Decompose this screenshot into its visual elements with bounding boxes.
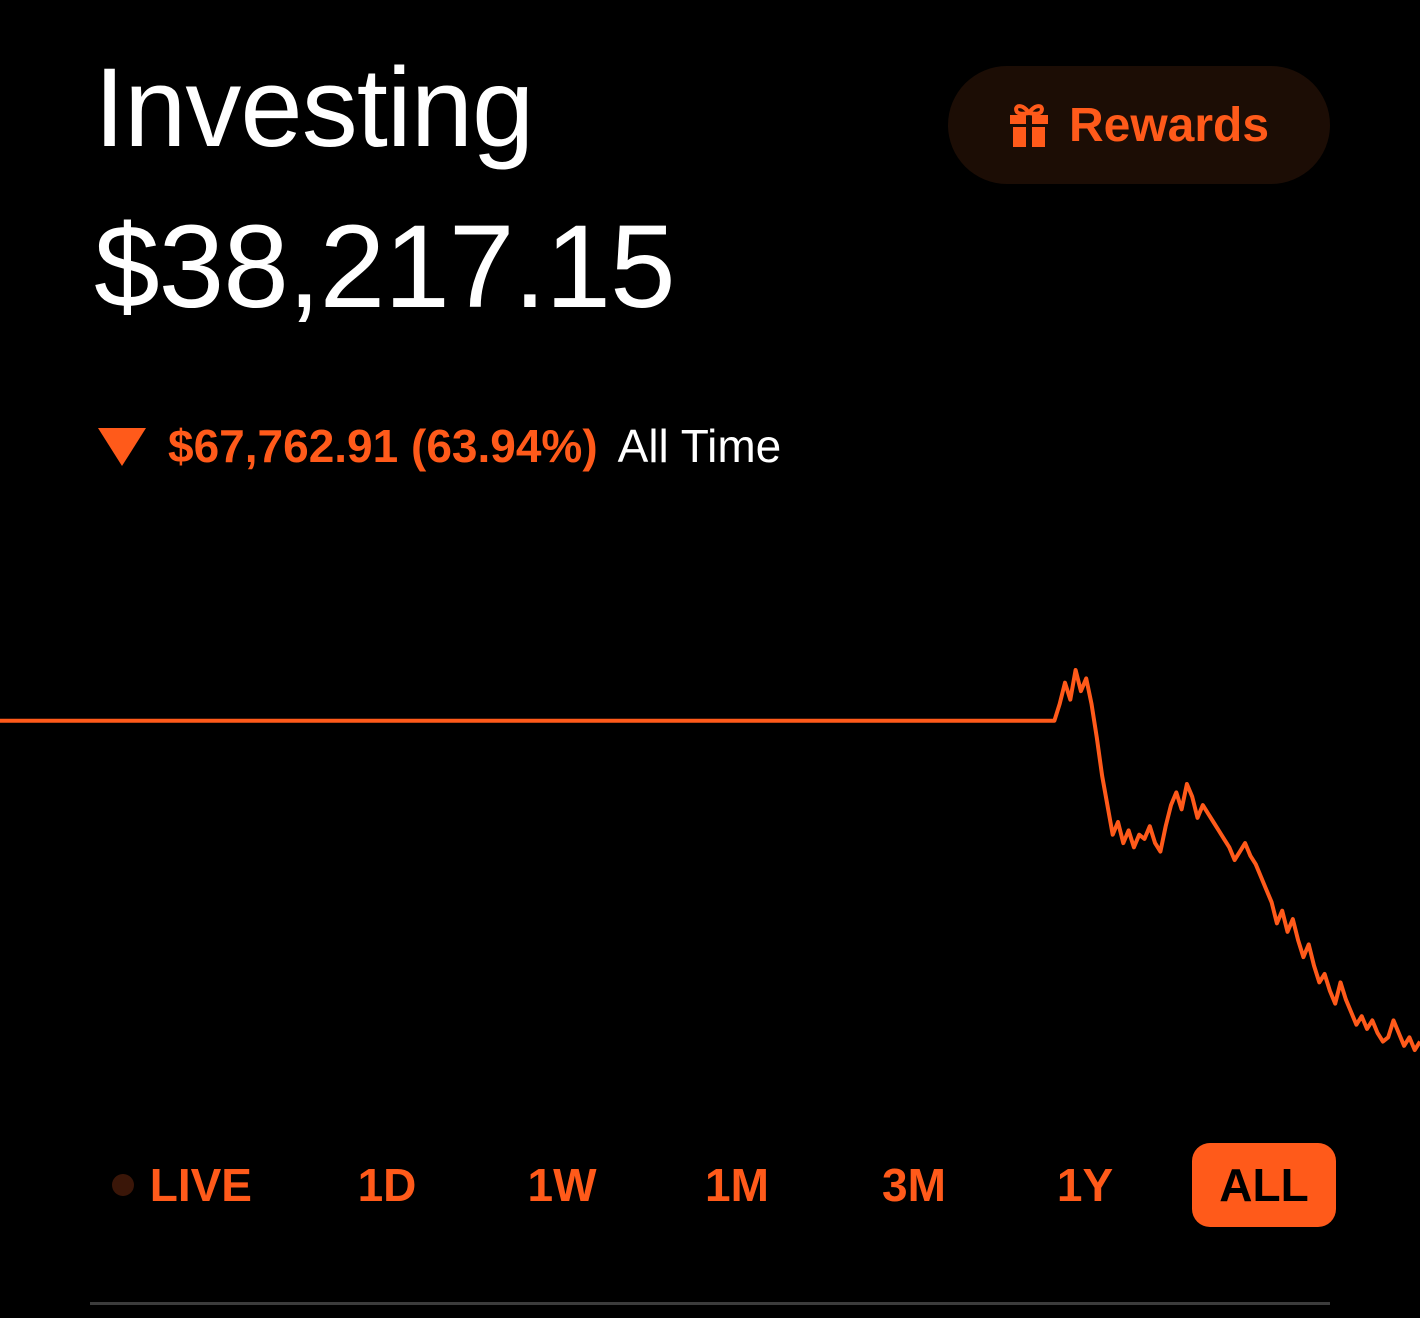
page-title: Investing: [94, 45, 534, 170]
range-tab-1w[interactable]: 1W: [527, 1159, 597, 1211]
change-period: All Time: [617, 420, 782, 472]
divider: [90, 1302, 1330, 1305]
range-tab-3m[interactable]: 3M: [882, 1159, 946, 1211]
portfolio-chart[interactable]: [0, 560, 1420, 1120]
range-tab-live[interactable]: LIVE: [112, 1140, 252, 1230]
time-range-selector: LIVE 1D 1W 1M 3M 1Y ALL: [92, 1140, 1342, 1230]
rewards-label: Rewards: [1068, 98, 1270, 152]
range-tab-1m[interactable]: 1M: [705, 1159, 769, 1211]
series-line: [0, 668, 1420, 1052]
change-row: $67,762.91 (63.94%) All Time: [96, 418, 781, 474]
range-tab-1y[interactable]: 1Y: [1056, 1159, 1114, 1211]
change-value: $67,762.91 (63.94%): [168, 420, 598, 472]
rewards-button[interactable]: Rewards: [948, 66, 1330, 184]
live-dot-icon: [112, 1174, 134, 1196]
range-tab-live-label: LIVE: [149, 1159, 252, 1211]
portfolio-balance: $38,217.15: [94, 201, 676, 333]
gift-icon: [1009, 104, 1048, 147]
range-tab-all[interactable]: ALL: [1192, 1143, 1336, 1227]
range-tab-1d[interactable]: 1D: [357, 1159, 417, 1211]
triangle-down-icon: [98, 428, 146, 466]
